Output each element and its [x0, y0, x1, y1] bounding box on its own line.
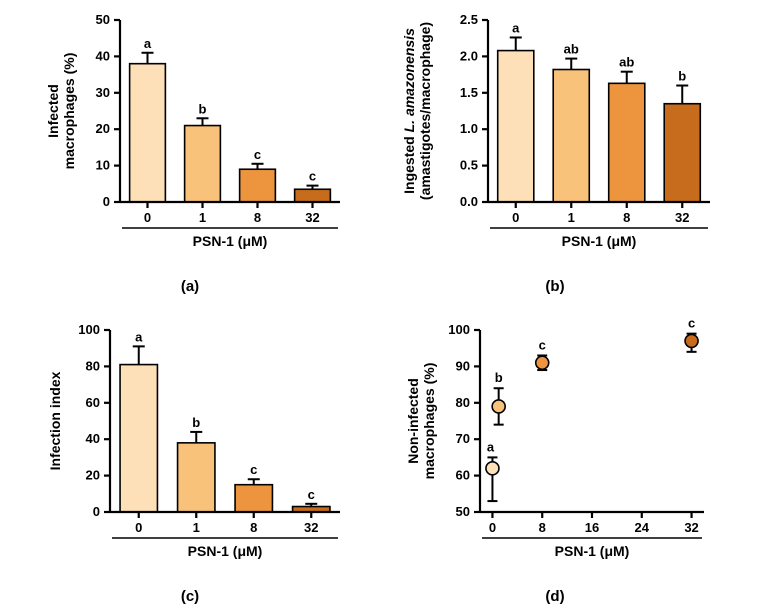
svg-text:macrophages (%): macrophages (%)	[421, 363, 437, 480]
svg-text:8: 8	[539, 520, 546, 535]
svg-text:40: 40	[96, 48, 110, 63]
svg-text:c: c	[308, 487, 315, 502]
svg-text:0.5: 0.5	[460, 158, 478, 173]
svg-text:100: 100	[78, 322, 100, 337]
svg-text:1: 1	[193, 520, 200, 535]
svg-text:1.5: 1.5	[460, 85, 478, 100]
svg-text:24: 24	[635, 520, 650, 535]
svg-text:80: 80	[86, 358, 100, 373]
svg-text:Non-infected: Non-infected	[405, 378, 421, 464]
svg-text:32: 32	[305, 210, 319, 225]
caption-a: (a)	[175, 278, 205, 295]
svg-text:PSN-1 (μM): PSN-1 (μM)	[555, 543, 630, 559]
svg-text:0: 0	[135, 520, 142, 535]
svg-text:30: 30	[96, 85, 110, 100]
svg-text:50: 50	[96, 12, 110, 27]
svg-text:32: 32	[675, 210, 689, 225]
svg-text:90: 90	[456, 358, 470, 373]
svg-text:b: b	[192, 415, 200, 430]
svg-text:c: c	[539, 337, 546, 352]
figure: 01020304050a0b1c8c32PSN-1 (μM)Infectedma…	[0, 0, 760, 615]
svg-text:80: 80	[456, 395, 470, 410]
svg-text:a: a	[487, 439, 495, 454]
svg-text:2.0: 2.0	[460, 48, 478, 63]
svg-text:ab: ab	[564, 42, 579, 57]
svg-text:0.0: 0.0	[460, 194, 478, 209]
svg-text:a: a	[135, 329, 143, 344]
svg-text:Infected: Infected	[45, 84, 61, 138]
svg-text:60: 60	[86, 395, 100, 410]
panel-b: 0.0 0.5 1.0 1.5 2.0 2.5 a 0 ab 1 ab 8 b 32 PSN-1 (μM) I…	[390, 10, 720, 270]
svg-text:c: c	[250, 462, 257, 477]
svg-text:40: 40	[86, 431, 100, 446]
panel-c: 0 20 40 60 80 100 a 0 b 1 c 8 c 32 PSN-1 (μM) Infection…	[30, 320, 350, 580]
svg-text:b: b	[199, 101, 207, 116]
svg-text:8: 8	[623, 210, 630, 225]
svg-text:PSN-1 (μM): PSN-1 (μM)	[562, 233, 637, 249]
caption-d: (d)	[540, 588, 570, 605]
svg-text:b: b	[495, 370, 503, 385]
svg-text:0: 0	[144, 210, 151, 225]
svg-text:c: c	[254, 147, 261, 162]
svg-text:20: 20	[86, 468, 100, 483]
svg-text:2.5: 2.5	[460, 12, 478, 27]
svg-text:PSN-1 (μM): PSN-1 (μM)	[193, 233, 268, 249]
svg-text:(amastigotes/macrophage): (amastigotes/macrophage)	[417, 22, 433, 200]
svg-text:Ingested L. amazonensis: Ingested L. amazonensis	[401, 28, 417, 194]
svg-text:0: 0	[489, 520, 496, 535]
svg-text:70: 70	[456, 431, 470, 446]
svg-text:1: 1	[568, 210, 575, 225]
svg-text:60: 60	[456, 468, 470, 483]
caption-c: (c)	[175, 588, 205, 605]
svg-text:10: 10	[96, 158, 110, 173]
svg-text:Infection index: Infection index	[47, 371, 63, 470]
svg-text:c: c	[309, 169, 316, 184]
svg-text:c: c	[688, 320, 695, 331]
svg-text:ab: ab	[619, 55, 634, 70]
svg-text:b: b	[678, 69, 686, 84]
svg-text:100: 100	[448, 322, 470, 337]
svg-text:50: 50	[456, 504, 470, 519]
svg-text:32: 32	[684, 520, 698, 535]
svg-text:0: 0	[512, 210, 519, 225]
svg-text:a: a	[512, 20, 520, 35]
svg-text:1.0: 1.0	[460, 121, 478, 136]
svg-text:0: 0	[93, 504, 100, 519]
svg-text:16: 16	[585, 520, 599, 535]
svg-text:8: 8	[250, 520, 257, 535]
svg-text:20: 20	[96, 121, 110, 136]
panel-a: 0 10 20 30 40 50 a 0 b 1 c 8 c 32 PSN-1 (μM) Infectedma…	[30, 10, 350, 270]
panel-d: 50 60 70 80 90 100 0 8 16 24 32 a b c c PSN-1 (μM) Non-i…	[390, 320, 720, 580]
svg-text:1: 1	[199, 210, 206, 225]
svg-text:PSN-1 (μM): PSN-1 (μM)	[188, 543, 263, 559]
svg-text:a: a	[144, 36, 152, 51]
svg-text:macrophages (%): macrophages (%)	[61, 53, 77, 170]
caption-b: (b)	[540, 278, 570, 295]
svg-text:8: 8	[254, 210, 261, 225]
svg-text:0: 0	[103, 194, 110, 209]
svg-text:32: 32	[304, 520, 318, 535]
